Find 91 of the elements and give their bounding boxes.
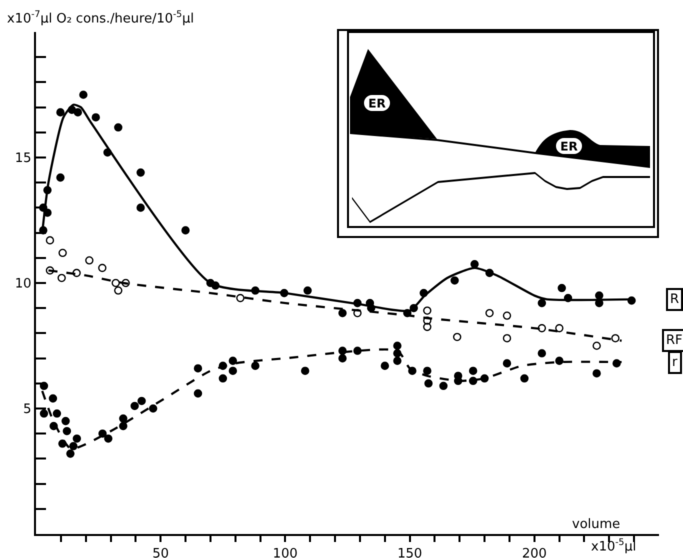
point [62, 416, 70, 426]
point [52, 409, 62, 418]
legend-label: r [672, 355, 678, 370]
point [592, 342, 601, 350]
x-tick-label: 200 [522, 546, 547, 558]
point [66, 450, 75, 458]
point [338, 354, 347, 362]
point [136, 204, 145, 212]
text: R [670, 292, 680, 307]
point [98, 429, 107, 438]
y-tick-label: 5 [23, 402, 32, 418]
point [538, 349, 546, 358]
point [502, 334, 512, 342]
point [98, 264, 106, 272]
y-tick-label: 15 [14, 151, 32, 166]
point [74, 108, 82, 116]
point [424, 379, 433, 388]
point [119, 414, 128, 423]
point [119, 422, 128, 430]
point [56, 108, 65, 116]
point [104, 434, 112, 443]
point [300, 366, 310, 375]
point [538, 324, 546, 332]
point [502, 311, 512, 320]
point [470, 260, 479, 268]
y-tick-label: 10 [14, 276, 32, 292]
point [138, 396, 146, 406]
point [468, 366, 478, 375]
point [148, 404, 158, 413]
point [228, 356, 238, 365]
x-tick-label: 50 [152, 546, 169, 558]
point [450, 276, 459, 285]
point [114, 123, 122, 132]
point [251, 362, 260, 370]
point [58, 248, 67, 258]
text: x10$^{-5}$µl [591, 538, 636, 554]
point [595, 291, 604, 300]
point [555, 324, 564, 332]
point [92, 113, 100, 122]
x-axis-title: volume [572, 517, 620, 532]
point [423, 306, 432, 315]
point [40, 409, 48, 418]
point [423, 316, 432, 325]
point [555, 356, 564, 365]
point [79, 90, 88, 99]
point [58, 274, 66, 282]
point [439, 382, 448, 390]
point [502, 359, 512, 368]
point [228, 366, 238, 375]
point [46, 266, 54, 275]
point [393, 342, 402, 350]
annotation: ER [368, 96, 386, 110]
point [72, 268, 81, 278]
point [423, 322, 432, 332]
point [181, 226, 190, 234]
point [538, 298, 546, 308]
x-tick-label: 100 [272, 546, 298, 558]
point [130, 402, 139, 410]
point [69, 442, 78, 450]
x-tick-label: 150 [397, 546, 422, 558]
point [72, 434, 82, 443]
point [62, 426, 72, 436]
point [592, 369, 601, 378]
point [485, 308, 494, 318]
point [453, 332, 462, 342]
point [468, 376, 478, 386]
point [338, 308, 347, 318]
point [194, 364, 202, 372]
point [380, 362, 390, 370]
point [558, 284, 566, 292]
point [122, 278, 130, 288]
point [423, 366, 432, 375]
point [85, 256, 94, 265]
point [136, 168, 145, 177]
point [114, 286, 122, 295]
point [353, 346, 362, 355]
point [393, 356, 402, 365]
point [520, 374, 529, 383]
annotation: ER [560, 140, 578, 154]
y-axis-title: x10$^{-7}$µl O₂ cons./heure/10$^{-5}$µl [7, 10, 194, 26]
point [353, 308, 362, 318]
point [611, 334, 620, 342]
point [303, 286, 312, 295]
point [48, 394, 58, 403]
point [218, 374, 228, 383]
text: RF [666, 333, 683, 348]
point [236, 294, 244, 302]
point [46, 236, 54, 244]
point [112, 278, 120, 288]
point [56, 173, 65, 182]
point [194, 389, 202, 398]
